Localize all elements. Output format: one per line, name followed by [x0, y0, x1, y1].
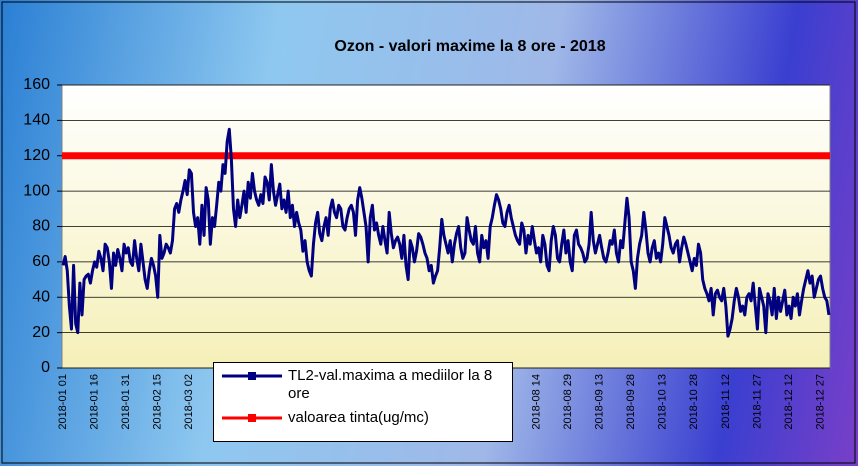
y-tick-label: 20 [32, 324, 50, 341]
x-tick-label: 2018-08 14 [530, 374, 542, 430]
y-tick-label: 100 [23, 182, 50, 199]
y-tick-label: 120 [23, 147, 50, 164]
x-tick-label: 2018-11 12 [720, 374, 732, 429]
legend-swatch [222, 372, 282, 380]
legend: TL2-val.maxima a mediilor la 8 ore valoar… [213, 362, 513, 442]
legend-item: valoarea tinta(ug/mc) [222, 409, 513, 427]
legend-label: valoarea tinta(ug/mc) [288, 409, 429, 426]
x-tick-label: 2018-01 16 [89, 374, 101, 430]
x-tick-label: 2018-01 31 [120, 374, 132, 430]
chart-title: Ozon - valori maxime la 8 ore - 2018 [334, 38, 605, 55]
legend-label: TL2-val.maxima a mediilor la 8 ore [288, 367, 493, 402]
x-tick-label: 2018-12 12 [783, 374, 795, 430]
x-tick-label: 2018-09 13 [594, 374, 606, 430]
x-tick-label: 2018-11 27 [751, 374, 763, 429]
y-tick-label: 140 [23, 112, 50, 129]
series-line [61, 127, 831, 338]
y-tick-label: 60 [32, 253, 50, 270]
y-tick-label: 80 [32, 218, 50, 235]
x-tick-label: 2018-09 28 [625, 374, 637, 430]
x-tick-label: 2018-08 29 [562, 374, 574, 430]
x-tick-label: 2018-12 27 [814, 374, 826, 430]
x-tick-label: 2018-03 02 [183, 374, 195, 430]
y-tick-label: 160 [23, 76, 50, 93]
y-tick-label: 0 [41, 359, 50, 376]
x-tick-label: 2018-10 13 [657, 374, 669, 430]
x-tick-label: 2018-01 01 [57, 374, 69, 430]
y-tick-label: 40 [32, 288, 50, 305]
legend-item: TL2-val.maxima a mediilor la 8 ore [222, 367, 513, 403]
x-tick-label: 2018-10 28 [688, 374, 700, 430]
legend-swatch [222, 414, 282, 422]
x-tick-label: 2018-02 15 [152, 374, 164, 430]
